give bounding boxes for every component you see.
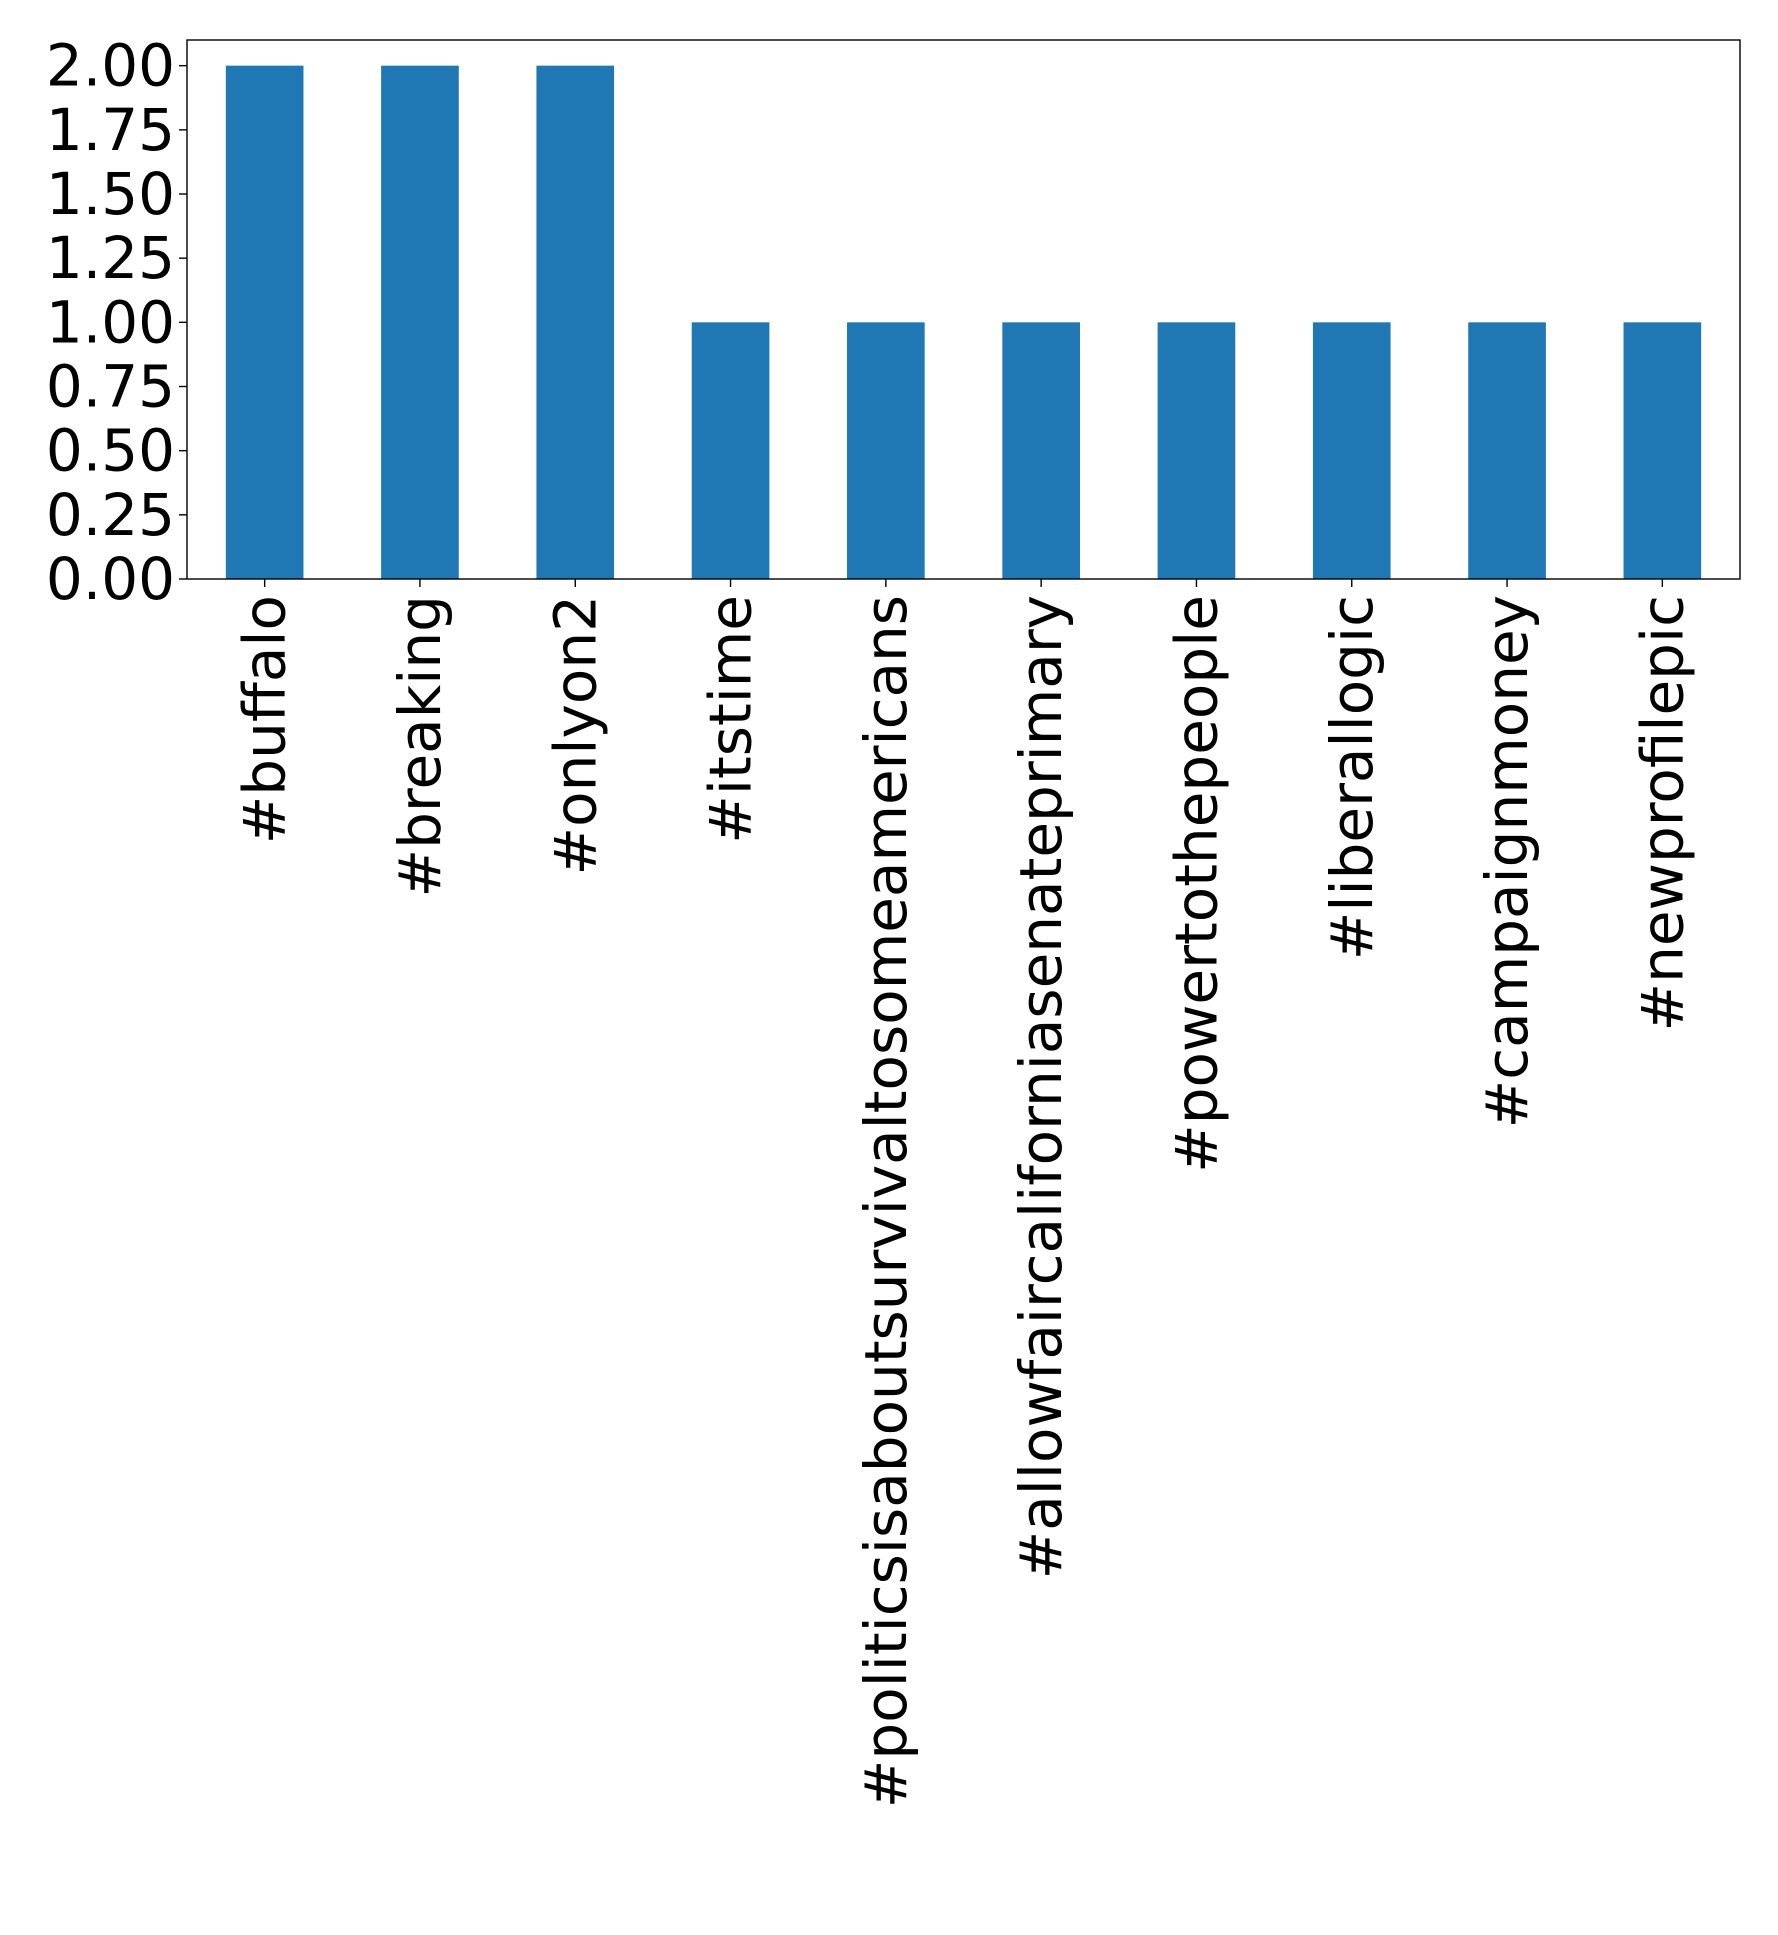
y-tick-label: 1.50 xyxy=(46,160,175,228)
bar-campaignmoney xyxy=(1468,322,1546,579)
bar-itstime xyxy=(691,322,770,579)
y-tick-label: 1.00 xyxy=(46,288,175,356)
x-tick-label: #onlyon2 xyxy=(541,595,609,875)
x-tick-label: #breaking xyxy=(386,595,454,898)
bar-powertothepeople xyxy=(1157,322,1236,579)
x-tick-label: #campaignmoney xyxy=(1473,595,1541,1128)
plot-frame xyxy=(186,39,1741,580)
bar-onlyon2 xyxy=(536,65,615,579)
y-tick-label: 0.50 xyxy=(46,417,175,485)
bar-allowfaircaliforniasenateprimary xyxy=(1002,322,1080,579)
x-tick-label: #newprofilepic xyxy=(1628,595,1696,1032)
bar-liberallogic xyxy=(1312,322,1391,579)
bar-buffalo xyxy=(225,65,304,579)
y-tick-label: 1.75 xyxy=(46,96,175,164)
x-tick-label: #allowfaircaliforniasenateprimary xyxy=(1007,595,1075,1579)
y-tick-label: 0.75 xyxy=(46,353,175,421)
bar-breaking xyxy=(381,65,459,579)
y-axis: 0.000.250.500.751.001.251.501.752.00 xyxy=(46,32,187,613)
x-axis: #buffalo #breaking #onlyon2 #itstime #politi… xyxy=(231,579,1696,1808)
x-tick-label: #powertothepeople xyxy=(1162,595,1230,1173)
x-tick-label: #itstime xyxy=(697,595,765,844)
bars-group xyxy=(225,65,1702,579)
y-tick-label: 2.00 xyxy=(46,32,175,100)
y-tick-label: 0.25 xyxy=(46,481,175,549)
bar-politicsisaboutsurvivaltosomeamericans xyxy=(847,322,925,579)
y-tick-label: 0.00 xyxy=(46,545,175,613)
x-tick-label: #liberallogic xyxy=(1318,595,1386,960)
y-tick-label: 1.25 xyxy=(46,224,175,292)
x-tick-label: #politicsisaboutsurvivaltosomeamericans xyxy=(852,595,920,1808)
bar-newprofilepic xyxy=(1623,322,1702,579)
x-tick-label: #buffalo xyxy=(231,595,299,844)
